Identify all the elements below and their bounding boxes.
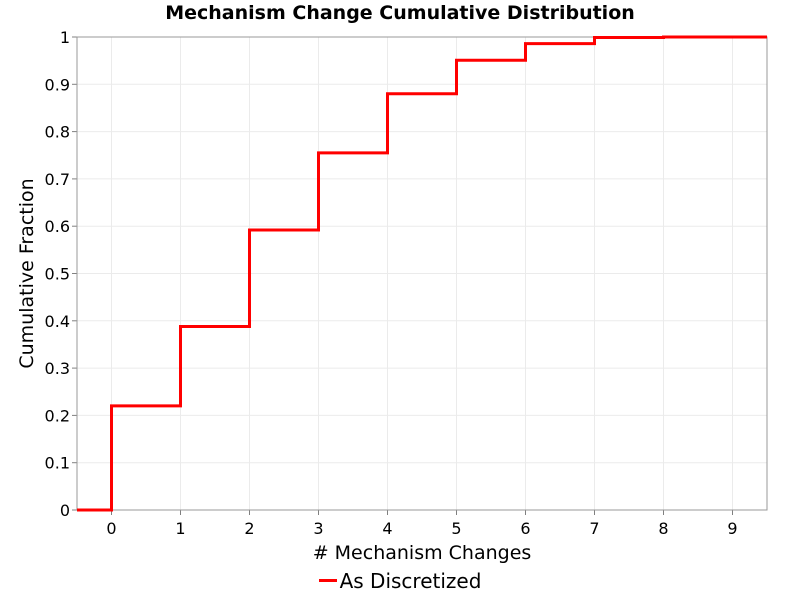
y-tick-label: 0.3 (45, 359, 70, 378)
legend-swatch (318, 579, 337, 582)
y-tick-label: 0 (60, 501, 70, 520)
x-tick-label: 5 (451, 519, 461, 538)
y-tick-label: 0.1 (45, 454, 70, 473)
x-tick-label: 0 (106, 519, 116, 538)
x-tick-label: 8 (658, 519, 668, 538)
x-axis-label: # Mechanism Changes (313, 542, 532, 564)
y-tick-label: 0.7 (45, 170, 70, 189)
x-tick-label: 4 (382, 519, 392, 538)
plot-border (76, 36, 768, 511)
y-tick-label: 0.2 (45, 406, 70, 425)
x-tick-label: 1 (175, 519, 185, 538)
y-tick-label: 0.4 (45, 312, 70, 331)
x-tick-label: 2 (244, 519, 254, 538)
series-line (77, 35, 767, 512)
chart-title: Mechanism Change Cumulative Distribution (165, 2, 635, 24)
x-tick-label: 3 (313, 519, 323, 538)
x-tick-label: 7 (589, 519, 599, 538)
x-tick-label: 6 (520, 519, 530, 538)
x-tick-label: 9 (727, 519, 737, 538)
y-tick-label: 0.6 (45, 217, 70, 236)
legend-label: As Discretized (339, 569, 482, 593)
y-tick-label: 0.8 (45, 123, 70, 142)
y-tick-label: 1 (60, 28, 70, 47)
y-axis-label: Cumulative Fraction (16, 178, 38, 368)
y-tick-label: 0.9 (45, 75, 70, 94)
legend: As Discretized (0, 569, 800, 593)
y-tick-label: 0.5 (45, 265, 70, 284)
